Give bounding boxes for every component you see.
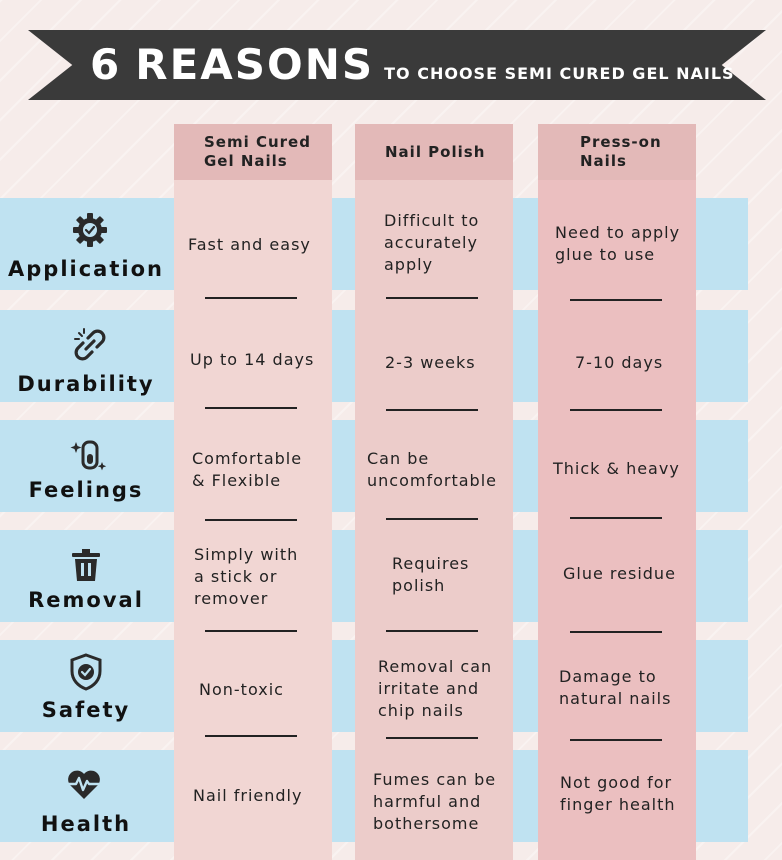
- gear-check-icon: [73, 213, 107, 247]
- cell-press-application: Need to apply glue to use: [555, 223, 681, 264]
- divider-line: [570, 517, 662, 519]
- column-nail-polish: Nail Polish: [355, 124, 513, 860]
- banner-number: 6: [90, 40, 122, 89]
- cell-press-durability: 7-10 days: [575, 353, 664, 372]
- chain-link-icon: [74, 328, 106, 361]
- divider-line: [386, 409, 478, 411]
- row-label-removal: Removal: [28, 588, 144, 612]
- cell-semi-feelings: Comfortable & Flexible: [192, 449, 303, 490]
- row-label-durability: Durability: [17, 372, 155, 396]
- cell-polish-removal: Requires polish: [392, 554, 470, 595]
- row-label-application: Application: [8, 257, 164, 281]
- column-semi-cured: Semi Cured Gel Nails: [174, 124, 332, 860]
- cell-semi-application: Fast and easy: [188, 235, 311, 254]
- divider-line: [570, 409, 662, 411]
- cell-semi-removal: Simply with a stick or remover: [194, 545, 299, 608]
- divider-line: [570, 299, 662, 301]
- divider-line: [570, 631, 662, 633]
- trash-icon: [72, 549, 100, 581]
- banner-headline: REASONS: [135, 40, 375, 89]
- sparkle-nail-icon: [70, 440, 107, 471]
- banner-title: 6 REASONS TO CHOOSE SEMI CURED GEL NAILS: [90, 34, 735, 96]
- cell-polish-application: Difficult to accurately apply: [384, 211, 480, 274]
- shield-check-icon: [70, 653, 102, 691]
- divider-line: [570, 739, 662, 741]
- divider-line: [205, 735, 297, 737]
- row-label-feelings: Feelings: [28, 478, 144, 502]
- divider-line: [205, 519, 297, 521]
- cell-press-health: Not good for finger health: [560, 773, 676, 814]
- divider-line: [205, 630, 297, 632]
- column-press-on: Press-on Nails: [538, 124, 696, 860]
- cell-polish-feelings: Can be uncomfortable: [367, 449, 497, 490]
- divider-line: [205, 297, 297, 299]
- cell-semi-health: Nail friendly: [193, 786, 303, 805]
- cell-semi-safety: Non-toxic: [199, 680, 284, 699]
- cell-polish-health: Fumes can be harmful and bothersome: [373, 770, 497, 833]
- cell-polish-durability: 2-3 weeks: [385, 353, 476, 372]
- column-header: Semi Cured Gel Nails: [174, 124, 332, 180]
- divider-line: [386, 297, 478, 299]
- heart-pulse-icon: [68, 770, 100, 799]
- column-header: Press-on Nails: [538, 124, 696, 180]
- row-label-health: Health: [40, 812, 132, 836]
- row-label-safety: Safety: [41, 698, 131, 722]
- divider-line: [205, 407, 297, 409]
- cell-semi-durability: Up to 14 days: [190, 350, 315, 369]
- cell-press-safety: Damage to natural nails: [559, 667, 672, 708]
- title-banner: [28, 30, 766, 100]
- divider-line: [386, 737, 478, 739]
- banner-subline: TO CHOOSE SEMI CURED GEL NAILS: [384, 64, 735, 83]
- divider-line: [386, 518, 478, 520]
- cell-press-feelings: Thick & heavy: [553, 459, 680, 478]
- cell-polish-safety: Removal can irritate and chip nails: [378, 657, 493, 720]
- column-header: Nail Polish: [355, 124, 513, 180]
- cell-press-removal: Glue residue: [563, 564, 676, 583]
- divider-line: [386, 630, 478, 632]
